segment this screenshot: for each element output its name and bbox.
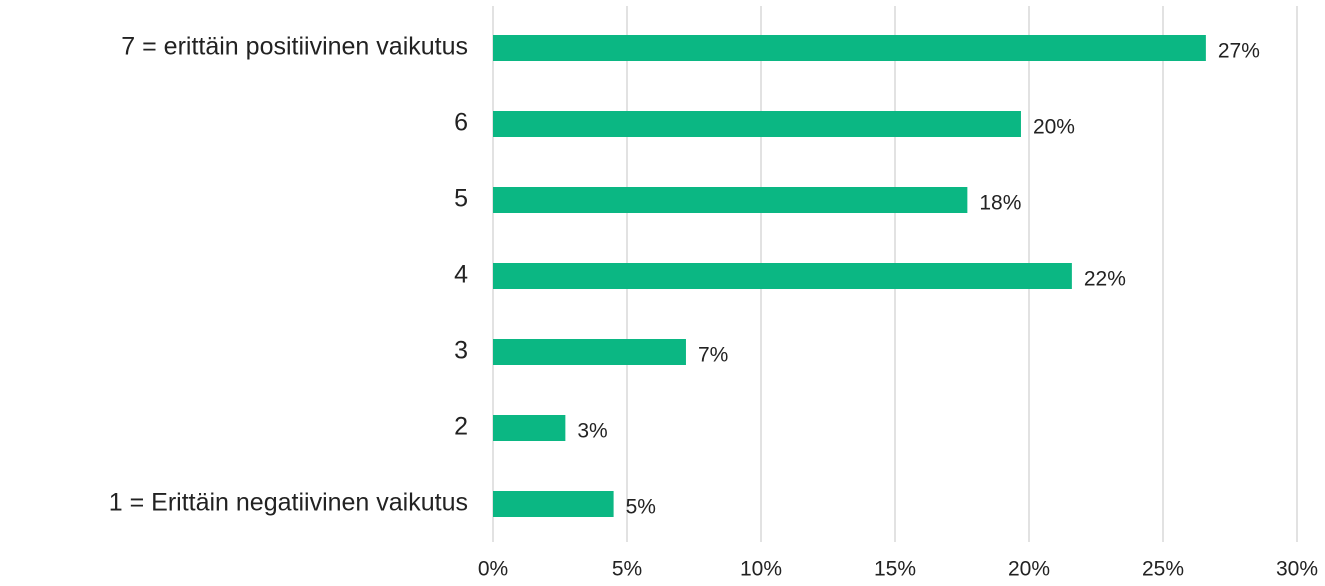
y-tick-label: 3 [454, 337, 468, 365]
data-label: 20% [1033, 116, 1075, 139]
y-tick-label: 5 [454, 185, 468, 213]
x-tick-label: 15% [874, 558, 916, 581]
bar [493, 111, 1021, 137]
data-label: 27% [1218, 40, 1260, 63]
y-tick-label: 1 = Erittäin negatiivinen vaikutus [109, 489, 468, 517]
x-tick-label: 0% [478, 558, 508, 581]
x-tick-label: 25% [1142, 558, 1184, 581]
data-label: 18% [979, 192, 1021, 215]
x-tick-label: 10% [740, 558, 782, 581]
y-tick-label: 4 [454, 261, 468, 289]
data-label: 3% [577, 420, 607, 443]
bar [493, 415, 566, 441]
y-tick-label: 2 [454, 413, 468, 441]
x-tick-label: 20% [1008, 558, 1050, 581]
bar [493, 35, 1206, 61]
data-label: 5% [626, 496, 656, 519]
y-tick-label: 7 = erittäin positiivinen vaikutus [121, 33, 468, 61]
x-tick-label: 5% [612, 558, 642, 581]
bar [493, 491, 614, 517]
data-label: 22% [1084, 268, 1126, 291]
bar [493, 187, 968, 213]
bar [493, 339, 686, 365]
data-label: 7% [698, 344, 728, 367]
x-tick-label: 30% [1276, 558, 1318, 581]
bar [493, 263, 1072, 289]
y-tick-label: 6 [454, 109, 468, 137]
